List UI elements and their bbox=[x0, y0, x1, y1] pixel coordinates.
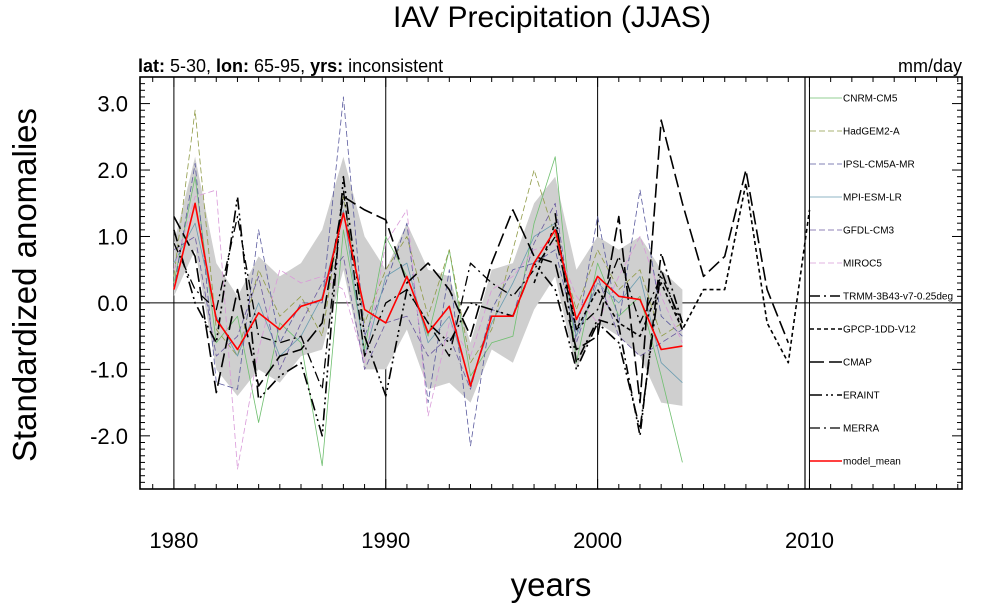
y-tick-label: 1.0 bbox=[97, 224, 128, 249]
legend-label: IPSL-CM5A-MR bbox=[843, 160, 915, 171]
series-line-cnrm-cm5 bbox=[173, 156, 683, 467]
legend-label: MPI-ESM-LR bbox=[843, 193, 902, 204]
legend-label: MERRA bbox=[843, 424, 879, 435]
legend-label: ERAINT bbox=[843, 391, 880, 402]
subtitle-run: 5-30, bbox=[165, 56, 216, 76]
chart-subtitle-left: lat: 5-30, lon: 65-95, yrs: inconsistent bbox=[138, 56, 443, 76]
y-tick-label: 2.0 bbox=[97, 158, 128, 183]
series-line-ipsl-cm5a-mr bbox=[173, 96, 683, 447]
y-tick-label: 0.0 bbox=[97, 291, 128, 316]
subtitle-run: lon: bbox=[216, 56, 249, 76]
x-tick-label: 2010 bbox=[785, 528, 834, 553]
legend-label: GPCP-1DD-V12 bbox=[843, 325, 916, 336]
y-tick-labels: 3.0 2.0 1.0 0.0 -1.0 -2.0 bbox=[90, 92, 128, 449]
series-line-merra bbox=[173, 189, 683, 390]
legend-label: model_mean bbox=[843, 457, 901, 468]
legend-label: CMAP bbox=[843, 358, 872, 369]
series-line-trmm-3b43-v7-0-25deg bbox=[554, 213, 684, 437]
legend: CNRM-CM5 HadGEM2-A IPSL-CM5A-MR MPI-ESM-LR G… bbox=[810, 94, 953, 468]
y-axis-label: Standardized anomalies bbox=[6, 108, 43, 462]
series-line-model-mean bbox=[173, 202, 683, 387]
series-lines bbox=[173, 96, 811, 470]
subtitle-run: lat: bbox=[138, 56, 165, 76]
y-tick-label: -2.0 bbox=[90, 424, 128, 449]
spread-envelope-area bbox=[173, 156, 683, 406]
legend-label: HadGEM2-A bbox=[843, 127, 900, 138]
subtitle-run: inconsistent bbox=[343, 56, 443, 76]
chart-title: IAV Precipitation (JJAS) bbox=[393, 1, 711, 34]
series-line-mpi-esm-lr bbox=[173, 209, 683, 384]
x-tick-labels: 1980 1990 2000 2010 bbox=[149, 528, 834, 553]
x-tick-label: 1980 bbox=[149, 528, 198, 553]
subtitle-run: yrs: bbox=[310, 56, 343, 76]
legend-label: TRMM-3B43-v7-0.25deg bbox=[843, 292, 953, 303]
x-axis-label: years bbox=[511, 566, 592, 603]
y-tick-label: -1.0 bbox=[90, 357, 128, 382]
series-line-miroc5 bbox=[173, 189, 683, 470]
legend-label: MIROC5 bbox=[843, 259, 882, 270]
series-line-cmap bbox=[173, 119, 790, 404]
legend-label: CNRM-CM5 bbox=[843, 94, 898, 105]
legend-label: GFDL-CM3 bbox=[843, 226, 895, 237]
y-tick-label: 3.0 bbox=[97, 92, 128, 117]
series-line-hadgem2-a bbox=[173, 109, 683, 364]
chart-subtitle-right: mm/day bbox=[898, 56, 962, 76]
axis-ticks bbox=[140, 76, 962, 489]
series-line-gpcp-1dd-v12 bbox=[533, 182, 811, 364]
x-tick-label: 1990 bbox=[361, 528, 410, 553]
model-spread-envelope bbox=[173, 156, 683, 406]
x-tick-label: 2000 bbox=[573, 528, 622, 553]
subtitle-run: 65-95, bbox=[249, 56, 310, 76]
